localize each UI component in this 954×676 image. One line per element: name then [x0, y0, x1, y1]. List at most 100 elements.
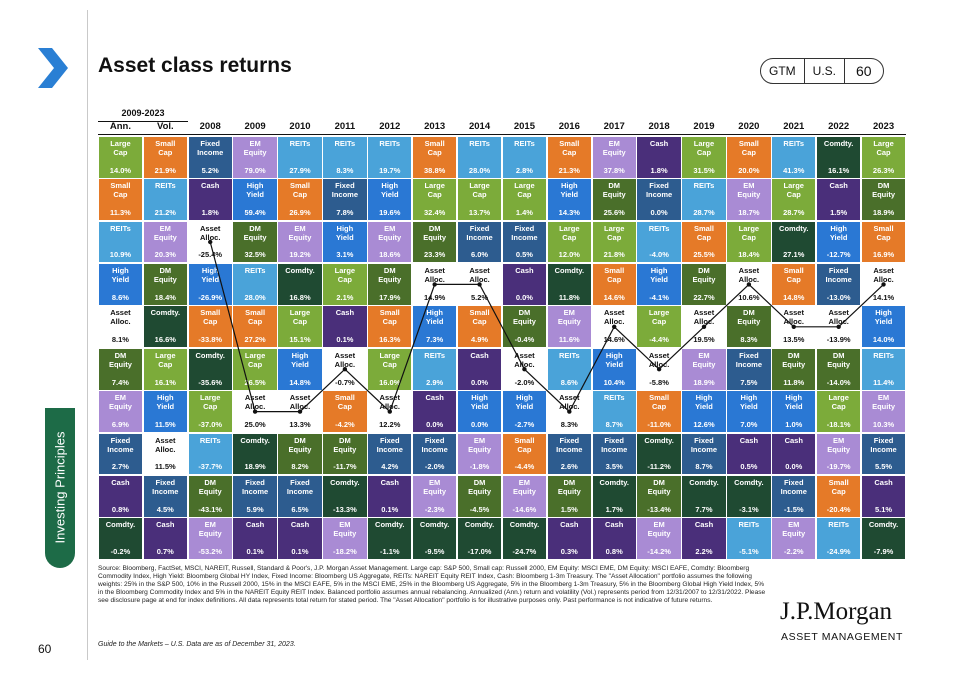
return-cell: High Yield 0.0% [457, 391, 502, 433]
return-value: 18.4% [738, 250, 760, 260]
return-cell: DM Equity 22.7% [682, 263, 726, 305]
column-header: Ann. [109, 121, 131, 132]
return-value: 14.8% [783, 292, 805, 302]
return-cell: Small Cap 16.3% [368, 306, 412, 348]
return-cell: Asset Alloc. 14.1% [861, 263, 906, 305]
asset-class-label: Cash [290, 520, 310, 530]
page-badges: GTM U.S. 60 [760, 58, 884, 84]
return-value: 1.7% [605, 504, 623, 514]
return-cell: Cash 0.0% [502, 263, 547, 305]
return-value: 11.5% [154, 420, 176, 430]
return-cell: Comdty. 18.9% [233, 433, 277, 475]
return-value: -43.1% [198, 504, 223, 514]
return-value: 0.0% [426, 420, 444, 430]
asset-class-label: Cash [784, 435, 803, 445]
asset-class-label: Comdty. [150, 308, 181, 318]
return-cell: Large Cap 18.4% [727, 221, 771, 263]
return-value: -20.4% [826, 504, 851, 514]
return-cell: Large Cap 16.1% [143, 348, 187, 390]
return-cell: EM Equity -14.2% [637, 518, 681, 560]
period-label: 2009-2023 [121, 108, 165, 118]
column-header: 2019 [693, 121, 715, 132]
asset-class-label: Fixed Income [376, 435, 403, 454]
return-value: -25.4% [198, 250, 223, 260]
return-value: 19.6% [379, 208, 401, 218]
asset-class-label: Small Cap [604, 265, 625, 284]
period-underline [98, 121, 188, 122]
asset-class-label: Large Cap [244, 350, 266, 369]
return-value: -24.7% [512, 547, 537, 557]
return-value: 0.0% [470, 420, 489, 430]
return-value: -37.0% [198, 420, 223, 430]
asset-class-label: EM Equity [153, 223, 177, 242]
asset-class-label: Comdty. [823, 138, 854, 148]
return-value: 1.4% [515, 208, 533, 218]
return-cell: EM Equity 19.2% [278, 221, 322, 263]
return-cell: Large Cap 28.7% [772, 179, 816, 221]
return-cell: DM Equity 18.4% [143, 263, 187, 305]
return-cell: Asset Alloc. 11.5% [143, 433, 187, 475]
return-value: 0.0% [470, 377, 489, 387]
return-cell: Cash 0.7% [143, 518, 187, 560]
return-value: 7.7% [695, 504, 713, 514]
return-value: 16.9% [872, 250, 895, 260]
asset-class-label: Comdty. [105, 520, 136, 530]
return-cell: Comdty. -35.6% [188, 348, 232, 390]
return-value: -37.7% [198, 462, 223, 472]
return-value: -12.7% [826, 250, 851, 260]
asset-class-label: Small Cap [289, 181, 310, 200]
return-cell: DM Equity 1.5% [547, 475, 591, 517]
return-value: 1.5% [830, 208, 848, 218]
column-header: 2009 [244, 121, 266, 132]
asset-class-label: Asset Alloc. [873, 265, 894, 284]
asset-class-label: Small Cap [693, 223, 714, 242]
asset-class-label: High Yield [201, 265, 220, 284]
asset-class-label: EM Equity [333, 520, 357, 539]
asset-class-label: Cash [829, 181, 848, 191]
asset-class-label: DM Equity [692, 265, 716, 284]
return-cell: REITs 2.9% [412, 348, 457, 390]
asset-class-label: REITs [603, 393, 625, 403]
asset-class-label: Comdty. [285, 265, 315, 275]
return-cell: High Yield 19.6% [368, 179, 412, 221]
asset-class-label: Comdty. [375, 520, 405, 530]
asset-class-label: REITs [873, 350, 894, 360]
column-header: 2016 [558, 121, 580, 132]
return-cell: Cash 0.1% [278, 518, 322, 560]
return-cell: Comdty. 7.7% [682, 475, 726, 517]
return-value: 10.6% [738, 292, 760, 302]
asset-class-label: Large Cap [289, 308, 311, 327]
return-value: 26.9% [289, 208, 311, 218]
return-value: 0.3% [560, 547, 578, 557]
return-cell: Large Cap 2.1% [323, 263, 367, 305]
return-cell: Asset Alloc. -2.0% [502, 348, 547, 390]
return-value: 26.5% [244, 377, 266, 387]
asset-class-label: Cash [605, 520, 624, 530]
return-cell: Fixed Income 7.8% [323, 179, 367, 221]
asset-class-label: Cash [335, 308, 355, 318]
return-value: -11.7% [333, 462, 357, 472]
return-value: -19.7% [826, 462, 851, 472]
return-cell: DM Equity -0.4% [502, 306, 547, 348]
column-header: 2022 [828, 121, 850, 132]
return-cell: Cash 0.1% [233, 518, 277, 560]
return-value: 59.4% [244, 208, 266, 218]
return-cell: Cash 0.0% [457, 348, 502, 390]
column-header: 2013 [424, 121, 446, 132]
asset-class-label: REITs [693, 181, 715, 191]
return-cell: Fixed Income 6.5% [278, 475, 322, 517]
asset-class-label: DM Equity [782, 350, 806, 369]
return-cell: Fixed Income 7.5% [727, 348, 771, 390]
asset-class-label: Cash [874, 477, 893, 487]
return-cell: Cash 2.2% [682, 518, 726, 560]
asset-class-label: Large Cap [873, 138, 894, 157]
return-cell: Asset Alloc. 13.3% [278, 391, 322, 433]
asset-class-label: Asset Alloc. [289, 393, 311, 412]
return-cell: High Yield -2.7% [502, 391, 547, 433]
return-cell: High Yield 12.6% [682, 391, 726, 433]
return-cell: Cash 0.5% [727, 433, 771, 475]
asset-class-label: Large Cap [469, 181, 490, 200]
asset-class-label: REITs [379, 138, 401, 148]
return-value: 18.4% [154, 292, 176, 302]
asset-class-label: EM Equity [692, 350, 716, 369]
